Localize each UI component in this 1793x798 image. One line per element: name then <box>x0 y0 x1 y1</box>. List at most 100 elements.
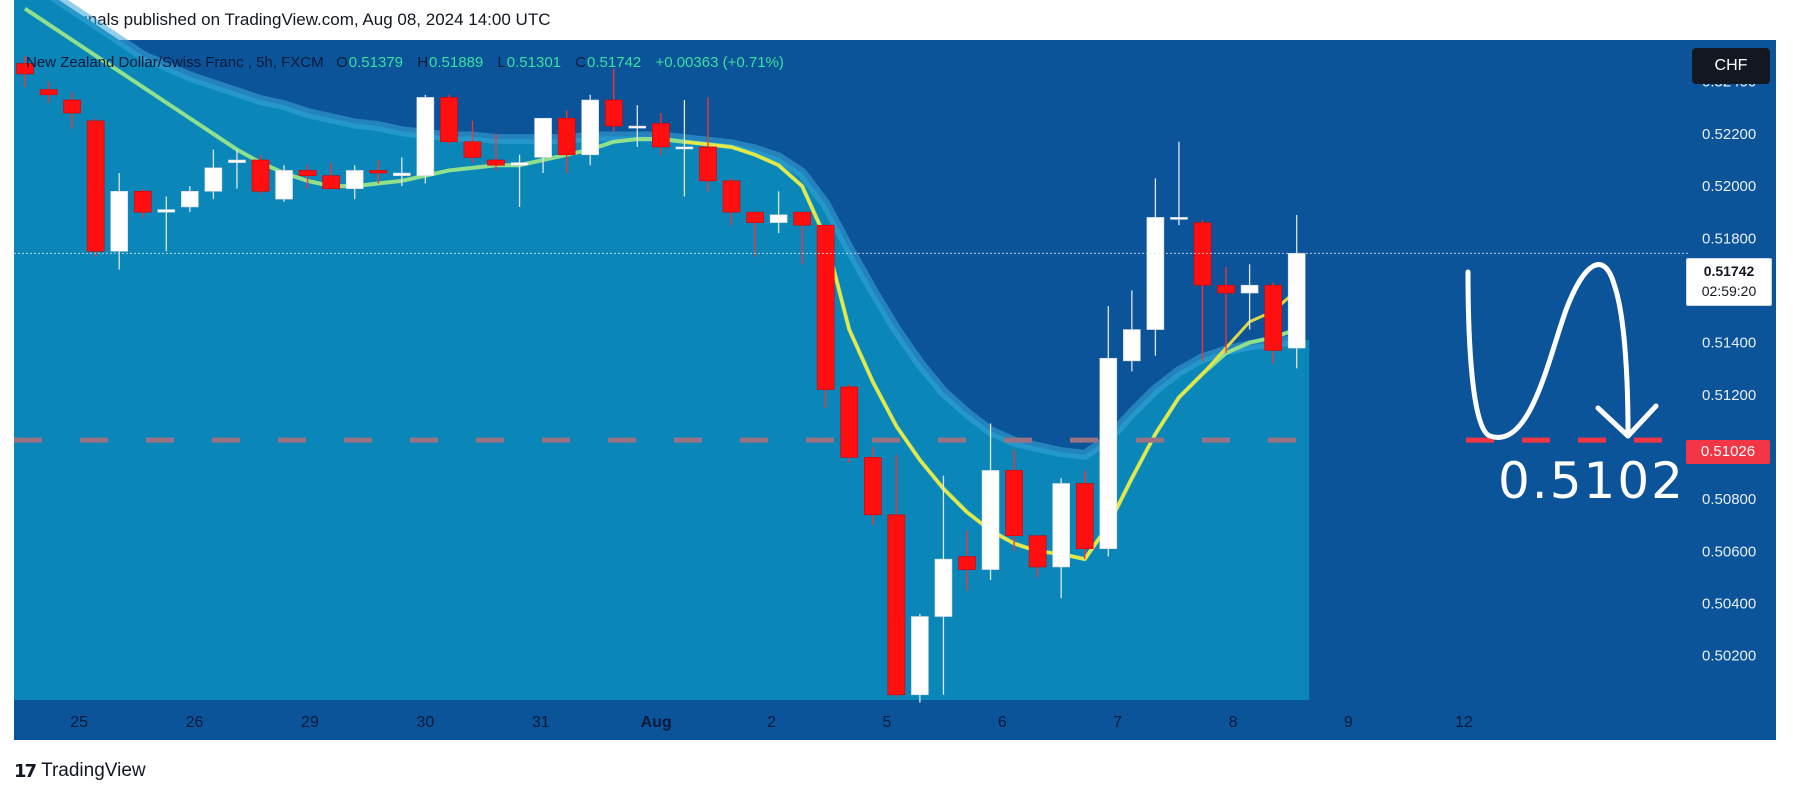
candle-body <box>911 616 929 696</box>
candle-body <box>251 159 270 192</box>
candle-body <box>1170 217 1188 220</box>
price-lines <box>14 252 1690 443</box>
candle-body <box>934 558 953 617</box>
candle-body <box>557 117 576 156</box>
time-axis-label: 12 <box>1455 714 1473 731</box>
candle-body <box>298 170 317 176</box>
candle-body <box>392 172 411 176</box>
price-axis-label: 0.50600 <box>1702 543 1756 560</box>
candle-body <box>1028 535 1047 568</box>
price-axis-label: 0.51200 <box>1702 387 1756 404</box>
candle-body <box>110 191 128 252</box>
candle-body <box>746 211 764 223</box>
price-axis-label: 0.52200 <box>1702 126 1756 143</box>
time-axis-label: 31 <box>532 714 550 731</box>
candle-body <box>1240 284 1259 294</box>
candle-body <box>887 514 906 696</box>
price-axis-label: 0.50200 <box>1702 648 1756 665</box>
projection-arrow-path <box>1465 262 1631 440</box>
price-axis-label: 0.50800 <box>1702 491 1756 508</box>
candle-body <box>604 99 623 127</box>
price-axis-label: 0.52000 <box>1702 178 1756 195</box>
legend-close-label: C <box>575 54 587 71</box>
candle-body <box>840 386 859 458</box>
time-axis-label: 8 <box>1229 714 1238 731</box>
brand-name: TradingView <box>41 760 146 781</box>
legend-low-label: L <box>497 54 506 71</box>
candle-body <box>793 211 811 226</box>
time-axis-label: 9 <box>1344 714 1353 731</box>
candle-body <box>1287 253 1306 349</box>
time-axis-label: 5 <box>882 714 891 731</box>
candle-body <box>1264 284 1282 351</box>
time-axis-label: 30 <box>416 714 434 731</box>
time-axis-label: 2 <box>767 714 776 731</box>
candle-body <box>699 146 717 182</box>
candle-body <box>769 214 788 223</box>
candle-body <box>722 180 741 213</box>
candle-body <box>981 470 1000 570</box>
target-annotation: 0.5102 <box>1498 452 1685 510</box>
candle-body <box>1005 470 1023 536</box>
candle-body <box>1052 483 1070 568</box>
candle-body <box>228 159 246 163</box>
candle-body <box>581 99 600 156</box>
time-axis-ticks: 25 26 29 30 31 Aug 2 5 6 7 8 9 12 <box>70 714 1473 731</box>
time-axis-label: 25 <box>70 714 88 731</box>
bar-countdown: 02:59:20 <box>1701 283 1757 299</box>
price-axis-panel <box>1690 40 1776 700</box>
candle-body <box>628 125 647 129</box>
candle-body <box>39 89 58 96</box>
candle-body <box>487 159 505 166</box>
legend-high-value: 0.51889 <box>429 54 484 71</box>
legend-open-label: O <box>336 54 348 71</box>
candle-body <box>1193 222 1212 286</box>
candle-body <box>1123 329 1141 362</box>
candle-body <box>510 162 529 166</box>
legend-close-value: 0.51742 <box>587 54 642 71</box>
candle-body <box>863 457 882 516</box>
candle-body <box>463 141 482 158</box>
candle-body <box>369 170 388 174</box>
current-price-label: 0.51742 02:59:20 <box>1686 258 1772 306</box>
legend-high-label: H <box>417 54 429 71</box>
candle-body <box>63 99 81 114</box>
candle-body <box>181 191 199 208</box>
legend-symbol: New Zealand Dollar/Swiss Franc , 5h, FXC… <box>26 54 324 71</box>
candle-body <box>157 209 176 213</box>
candle-body <box>416 97 435 176</box>
candle-body <box>1075 483 1094 549</box>
target-price-label: 0.51026 <box>1686 440 1770 464</box>
candle-body <box>322 175 340 189</box>
symbol-legend: New Zealand Dollar/Swiss Franc , 5h, FXC… <box>26 54 794 71</box>
candles <box>16 55 1306 703</box>
tradingview-brand[interactable]: 17 TradingView <box>14 760 146 782</box>
candle-body <box>133 191 152 213</box>
candle-body <box>1099 357 1118 549</box>
candle-body <box>1146 217 1165 330</box>
candle-body <box>816 224 835 390</box>
legend-change: +0.00363 (+0.71%) <box>655 54 784 71</box>
projection-arrow-head <box>1595 403 1659 439</box>
currency-badge[interactable]: CHF <box>1692 48 1770 84</box>
candle-body <box>275 170 293 200</box>
current-price-value: 0.51742 <box>1703 263 1755 279</box>
candle-body <box>652 123 670 148</box>
candle-body <box>534 117 552 158</box>
candle-body <box>204 167 223 192</box>
publisher-caption: UnitedSignals published on TradingView.c… <box>14 10 551 29</box>
tradingview-logo-icon: 17 <box>14 760 37 782</box>
time-axis-label: Aug <box>641 714 672 731</box>
candle-body <box>675 146 694 150</box>
price-axis-label: 0.51400 <box>1702 335 1756 352</box>
candle-body <box>1217 284 1235 294</box>
candle-body <box>86 120 105 252</box>
candle-body <box>958 556 976 570</box>
time-axis-label: 7 <box>1113 714 1122 731</box>
legend-low-value: 0.51301 <box>506 54 562 71</box>
time-axis-label: 6 <box>998 714 1007 731</box>
price-axis-label: 0.51800 <box>1702 230 1756 247</box>
candle-body <box>345 170 364 189</box>
candle-body <box>16 63 34 75</box>
